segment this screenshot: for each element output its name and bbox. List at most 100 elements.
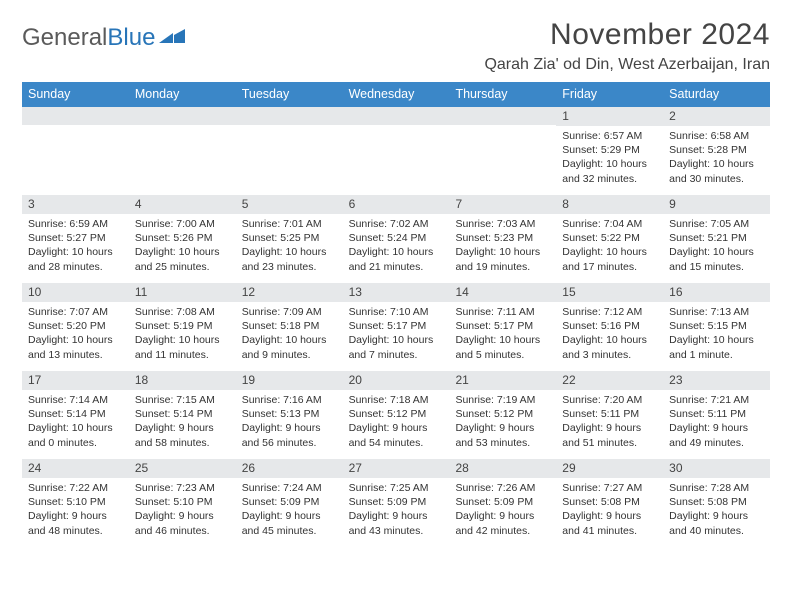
sunrise-text: Sunrise: 7:04 AM <box>562 217 657 231</box>
daylight-text: Daylight: 10 hours and 11 minutes. <box>135 333 230 361</box>
daylight-text: Daylight: 10 hours and 3 minutes. <box>562 333 657 361</box>
week-row: 24Sunrise: 7:22 AMSunset: 5:10 PMDayligh… <box>22 459 770 547</box>
weekday-label: Saturday <box>663 82 770 107</box>
day-cell: 26Sunrise: 7:24 AMSunset: 5:09 PMDayligh… <box>236 459 343 547</box>
day-number: 26 <box>236 459 343 478</box>
day-number: 11 <box>129 283 236 302</box>
sunset-text: Sunset: 5:11 PM <box>562 407 657 421</box>
daylight-text: Daylight: 10 hours and 32 minutes. <box>562 157 657 185</box>
day-cell: 24Sunrise: 7:22 AMSunset: 5:10 PMDayligh… <box>22 459 129 547</box>
sunrise-text: Sunrise: 7:08 AM <box>135 305 230 319</box>
day-cell: 4 Sunrise: 7:00 AMSunset: 5:26 PMDaylight… <box>129 195 236 283</box>
day-body <box>22 125 129 185</box>
day-number: 7 <box>449 195 556 214</box>
day-body: Sunrise: 7:05 AMSunset: 5:21 PMDaylight:… <box>663 214 770 278</box>
sunset-text: Sunset: 5:12 PM <box>349 407 444 421</box>
daylight-text: Daylight: 9 hours and 56 minutes. <box>242 421 337 449</box>
day-cell: 3Sunrise: 6:59 AMSunset: 5:27 PMDaylight… <box>22 195 129 283</box>
day-body: Sunrise: 7:12 AMSunset: 5:16 PMDaylight:… <box>556 302 663 366</box>
sunset-text: Sunset: 5:22 PM <box>562 231 657 245</box>
day-body: Sunrise: 7:02 AMSunset: 5:24 PMDaylight:… <box>343 214 450 278</box>
daylight-text: Daylight: 9 hours and 42 minutes. <box>455 509 550 537</box>
day-cell: 27Sunrise: 7:25 AMSunset: 5:09 PMDayligh… <box>343 459 450 547</box>
daylight-text: Daylight: 10 hours and 19 minutes. <box>455 245 550 273</box>
sunset-text: Sunset: 5:29 PM <box>562 143 657 157</box>
sunset-text: Sunset: 5:17 PM <box>349 319 444 333</box>
daylight-text: Daylight: 10 hours and 25 minutes. <box>135 245 230 273</box>
day-body: Sunrise: 7:16 AMSunset: 5:13 PMDaylight:… <box>236 390 343 454</box>
daylight-text: Daylight: 9 hours and 53 minutes. <box>455 421 550 449</box>
day-number <box>449 107 556 125</box>
sunrise-text: Sunrise: 6:57 AM <box>562 129 657 143</box>
daylight-text: Daylight: 9 hours and 46 minutes. <box>135 509 230 537</box>
day-number: 9 <box>663 195 770 214</box>
sunrise-text: Sunrise: 7:02 AM <box>349 217 444 231</box>
sunrise-text: Sunrise: 7:16 AM <box>242 393 337 407</box>
day-number: 22 <box>556 371 663 390</box>
daylight-text: Daylight: 10 hours and 30 minutes. <box>669 157 764 185</box>
brand-logo: GeneralBlue <box>22 18 185 52</box>
day-cell: 5Sunrise: 7:01 AMSunset: 5:25 PMDaylight… <box>236 195 343 283</box>
day-body: Sunrise: 7:24 AMSunset: 5:09 PMDaylight:… <box>236 478 343 542</box>
sunset-text: Sunset: 5:12 PM <box>455 407 550 421</box>
day-cell: 6Sunrise: 7:02 AMSunset: 5:24 PMDaylight… <box>343 195 450 283</box>
daylight-text: Daylight: 10 hours and 28 minutes. <box>28 245 123 273</box>
day-cell: 16Sunrise: 7:13 AMSunset: 5:15 PMDayligh… <box>663 283 770 371</box>
day-number: 17 <box>22 371 129 390</box>
week-row: 10Sunrise: 7:07 AMSunset: 5:20 PMDayligh… <box>22 283 770 371</box>
sunrise-text: Sunrise: 7:07 AM <box>28 305 123 319</box>
day-cell: 25Sunrise: 7:23 AMSunset: 5:10 PMDayligh… <box>129 459 236 547</box>
sunrise-text: Sunrise: 7:11 AM <box>455 305 550 319</box>
day-body: Sunrise: 7:15 AMSunset: 5:14 PMDaylight:… <box>129 390 236 454</box>
weekday-label: Wednesday <box>343 82 450 107</box>
day-cell: 17Sunrise: 7:14 AMSunset: 5:14 PMDayligh… <box>22 371 129 459</box>
sunset-text: Sunset: 5:14 PM <box>135 407 230 421</box>
brand-part2: Blue <box>107 24 155 52</box>
day-cell: 1Sunrise: 6:57 AMSunset: 5:29 PMDaylight… <box>556 107 663 195</box>
day-cell: 2Sunrise: 6:58 AMSunset: 5:28 PMDaylight… <box>663 107 770 195</box>
day-body: Sunrise: 7:13 AMSunset: 5:15 PMDaylight:… <box>663 302 770 366</box>
sunset-text: Sunset: 5:17 PM <box>455 319 550 333</box>
day-cell: 10Sunrise: 7:07 AMSunset: 5:20 PMDayligh… <box>22 283 129 371</box>
day-body: Sunrise: 7:22 AMSunset: 5:10 PMDaylight:… <box>22 478 129 542</box>
sunset-text: Sunset: 5:16 PM <box>562 319 657 333</box>
daylight-text: Daylight: 10 hours and 7 minutes. <box>349 333 444 361</box>
sunrise-text: Sunrise: 6:59 AM <box>28 217 123 231</box>
day-body: Sunrise: 7:10 AMSunset: 5:17 PMDaylight:… <box>343 302 450 366</box>
day-cell: 12Sunrise: 7:09 AMSunset: 5:18 PMDayligh… <box>236 283 343 371</box>
daylight-text: Daylight: 10 hours and 0 minutes. <box>28 421 123 449</box>
day-cell: 30Sunrise: 7:28 AMSunset: 5:08 PMDayligh… <box>663 459 770 547</box>
day-number <box>22 107 129 125</box>
sunset-text: Sunset: 5:27 PM <box>28 231 123 245</box>
day-body <box>449 125 556 185</box>
daylight-text: Daylight: 10 hours and 5 minutes. <box>455 333 550 361</box>
week-row: 3Sunrise: 6:59 AMSunset: 5:27 PMDaylight… <box>22 195 770 283</box>
brand-part1: General <box>22 24 107 52</box>
sunrise-text: Sunrise: 7:19 AM <box>455 393 550 407</box>
day-cell: 15Sunrise: 7:12 AMSunset: 5:16 PMDayligh… <box>556 283 663 371</box>
sunset-text: Sunset: 5:25 PM <box>242 231 337 245</box>
weekday-label: Monday <box>129 82 236 107</box>
sunrise-text: Sunrise: 6:58 AM <box>669 129 764 143</box>
sunrise-text: Sunrise: 7:18 AM <box>349 393 444 407</box>
sunrise-text: Sunrise: 7:00 AM <box>135 217 230 231</box>
sunrise-text: Sunrise: 7:28 AM <box>669 481 764 495</box>
day-body <box>343 125 450 185</box>
daylight-text: Daylight: 10 hours and 13 minutes. <box>28 333 123 361</box>
day-number: 14 <box>449 283 556 302</box>
day-body <box>236 125 343 185</box>
title-block: November 2024 Qarah Zia' od Din, West Az… <box>484 18 770 74</box>
sunset-text: Sunset: 5:09 PM <box>455 495 550 509</box>
day-cell: 19Sunrise: 7:16 AMSunset: 5:13 PMDayligh… <box>236 371 343 459</box>
day-cell: 9Sunrise: 7:05 AMSunset: 5:21 PMDaylight… <box>663 195 770 283</box>
day-body: Sunrise: 7:11 AMSunset: 5:17 PMDaylight:… <box>449 302 556 366</box>
day-cell: 21Sunrise: 7:19 AMSunset: 5:12 PMDayligh… <box>449 371 556 459</box>
daylight-text: Daylight: 9 hours and 45 minutes. <box>242 509 337 537</box>
day-number: 4 <box>129 195 236 214</box>
sunset-text: Sunset: 5:26 PM <box>135 231 230 245</box>
daylight-text: Daylight: 9 hours and 51 minutes. <box>562 421 657 449</box>
day-body: Sunrise: 7:25 AMSunset: 5:09 PMDaylight:… <box>343 478 450 542</box>
day-number <box>129 107 236 125</box>
day-body: Sunrise: 7:03 AMSunset: 5:23 PMDaylight:… <box>449 214 556 278</box>
week-row: 17Sunrise: 7:14 AMSunset: 5:14 PMDayligh… <box>22 371 770 459</box>
